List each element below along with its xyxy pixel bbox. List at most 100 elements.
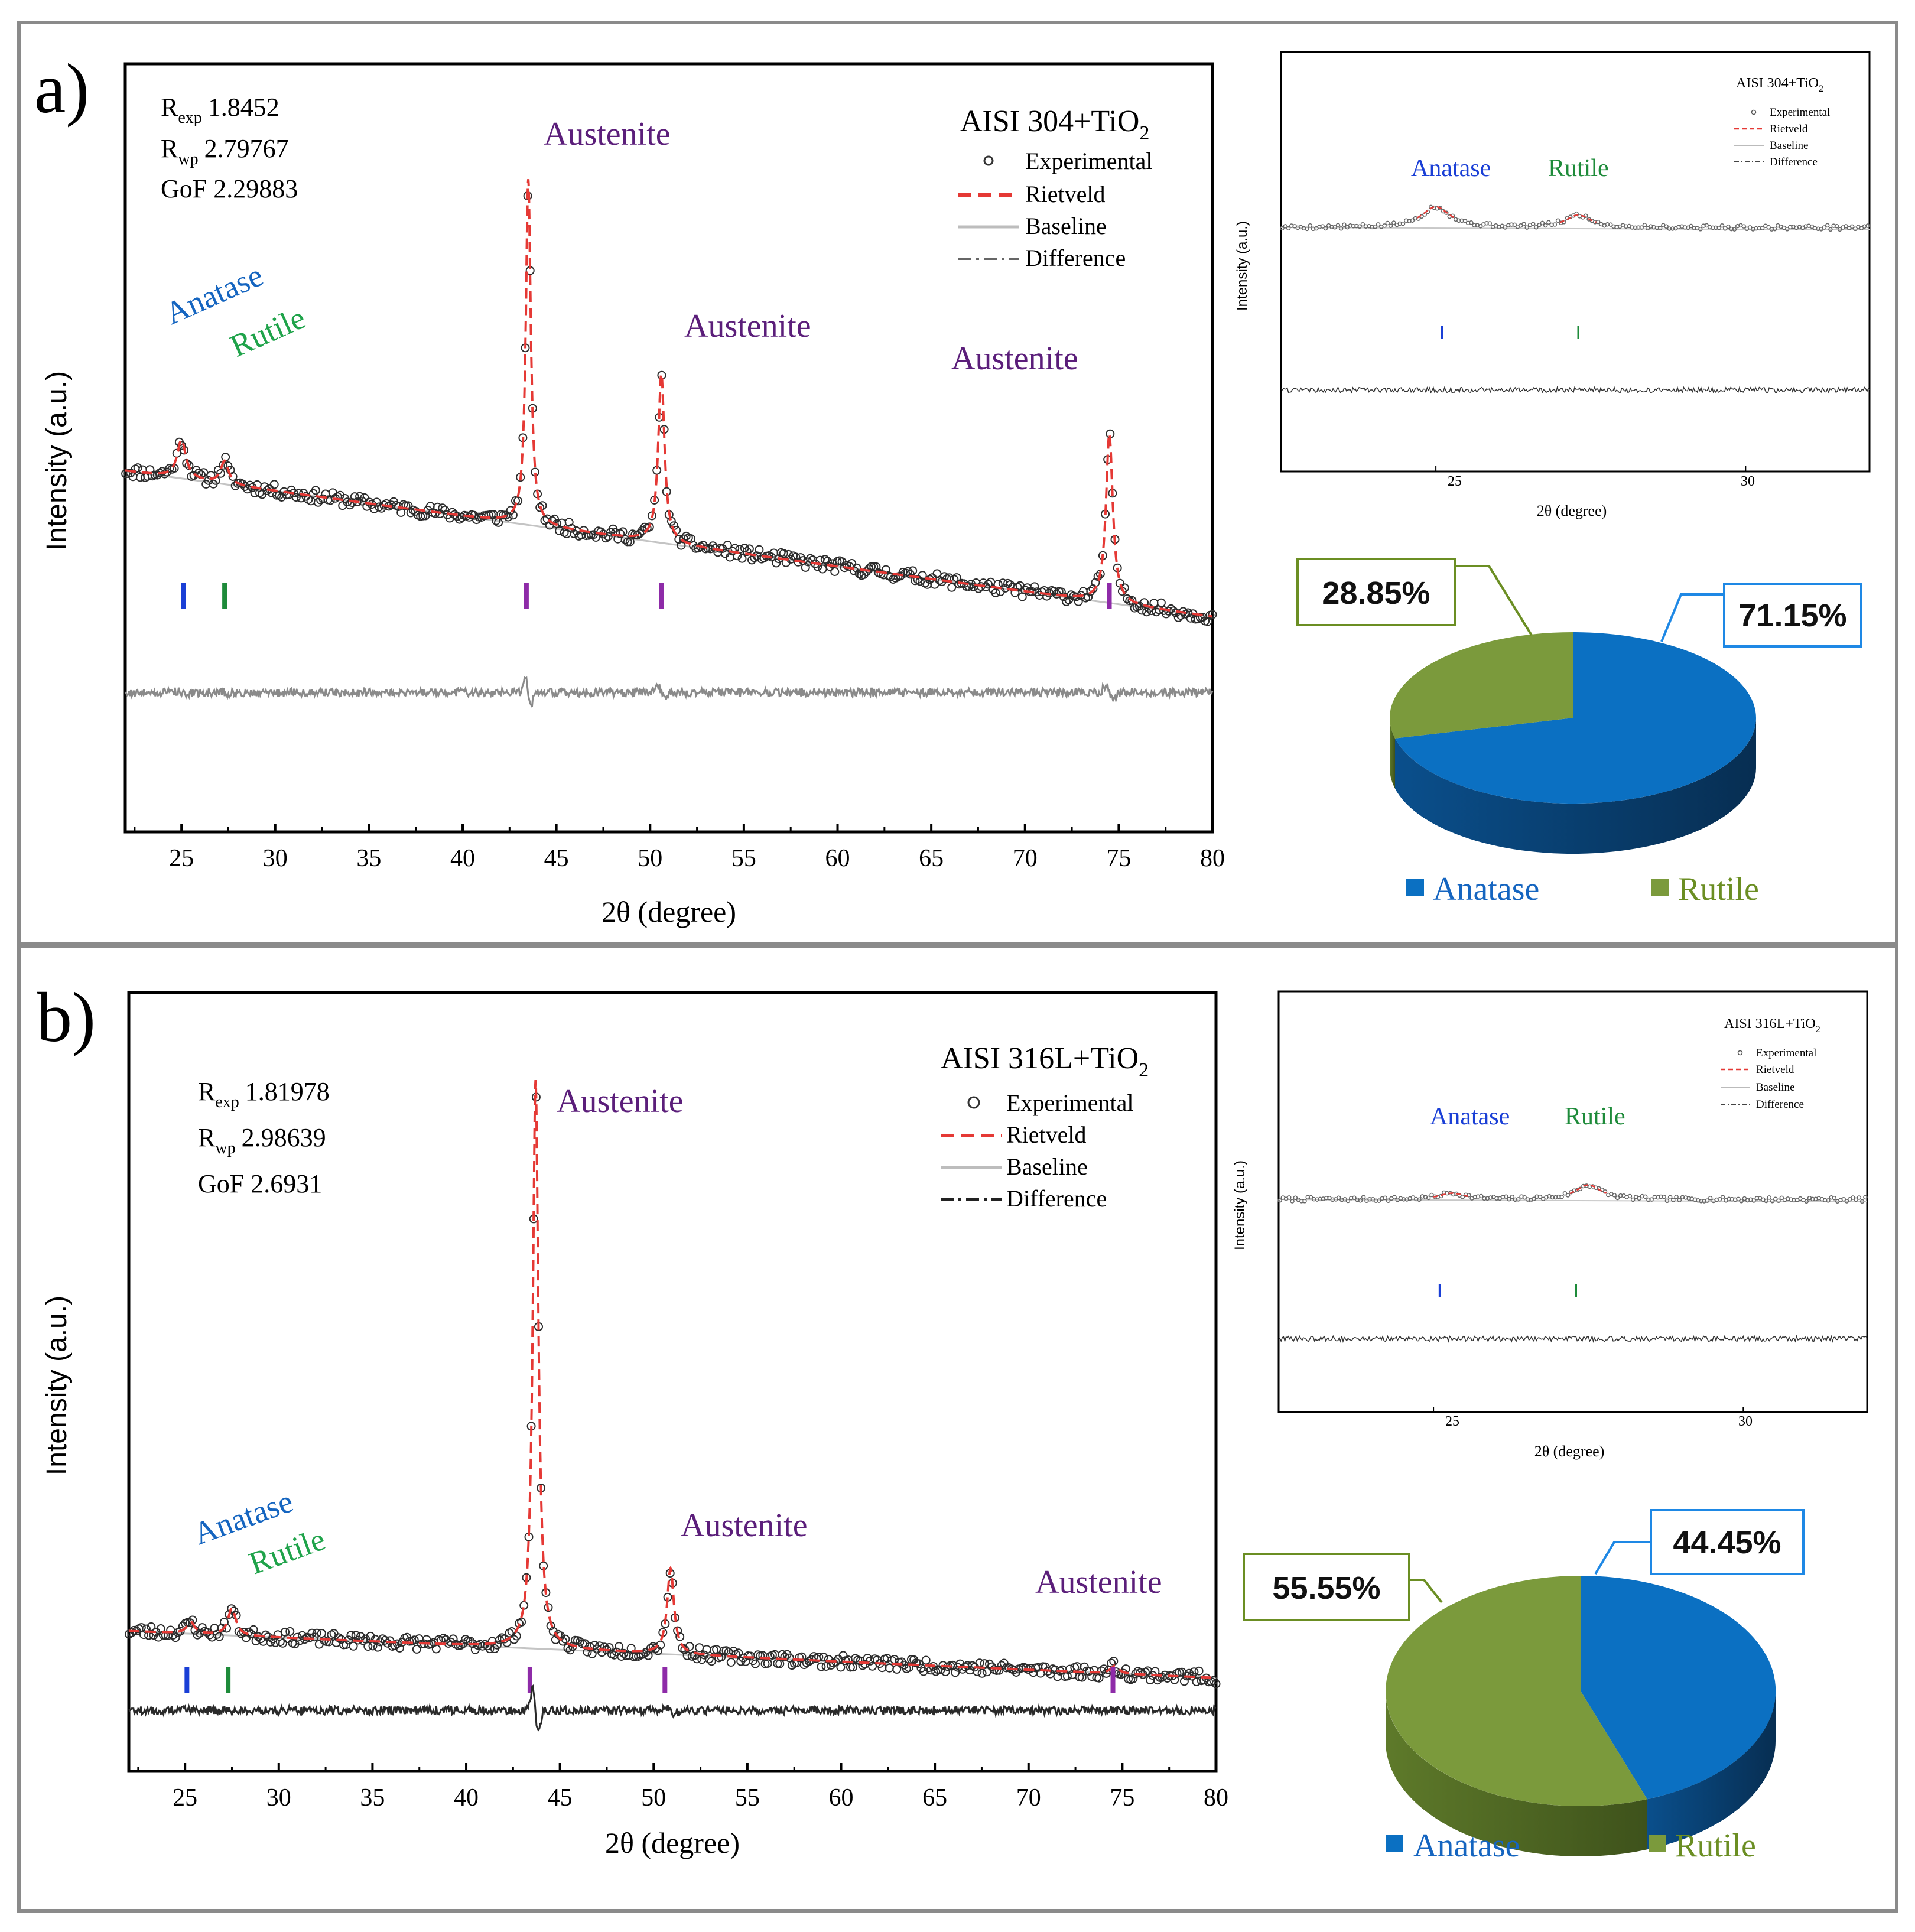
- experimental-point-235: [697, 1655, 707, 1664]
- x-tick-label-80: 80: [1200, 845, 1225, 872]
- experimental-point-51: [249, 1625, 258, 1634]
- inset-point-62: [1472, 223, 1477, 227]
- legend-baseline: Baseline: [1025, 213, 1107, 239]
- legend-rietveld: Rietveld: [1006, 1121, 1087, 1148]
- stat-gof: GoF 2.29883: [161, 174, 298, 203]
- experimental-point-354: [984, 580, 993, 589]
- experimental-point-306: [867, 562, 876, 571]
- legend-experimental: Experimental: [1025, 148, 1152, 174]
- inset-point-74: [1507, 1196, 1511, 1202]
- label-austenite-1: Austenite: [544, 116, 671, 152]
- experimental-point-446: [1208, 610, 1217, 619]
- inset-point-36: [1391, 220, 1396, 225]
- inset-point-159: [1770, 1198, 1775, 1204]
- experimental-point-36: [212, 1629, 222, 1639]
- pie-slices: [1389, 632, 1756, 854]
- experimental-point-86: [334, 1633, 343, 1642]
- x-tick-label-25: 25: [169, 845, 194, 872]
- inset-point-82: [1532, 1196, 1536, 1201]
- inset-point-3: [1287, 1195, 1292, 1200]
- experimental-point-93: [351, 1631, 360, 1640]
- inset-point-164: [1788, 225, 1793, 230]
- inset-chart-b: AISI 316L+TiO2 Experimental Rietveld Bas…: [1232, 990, 1868, 1460]
- inset-point-0: [1277, 1198, 1282, 1203]
- inset-point-109: [1615, 1195, 1620, 1201]
- experimental-point-279: [801, 562, 810, 572]
- callout-anatase: 71.15%: [1738, 598, 1846, 633]
- inset-point-182: [1844, 224, 1848, 229]
- inset-point-86: [1546, 220, 1551, 225]
- inset-point-155: [1760, 226, 1765, 230]
- pie-slice-rutile: [1389, 632, 1573, 739]
- experimental-point-190: [587, 1650, 597, 1658]
- x-axis: 25 30 35 40 45 50 55 60 65 70 75 80: [134, 824, 1225, 872]
- inset-point-0: [1280, 226, 1285, 231]
- inset-point-145: [1727, 1196, 1731, 1202]
- inset-difference: [1280, 385, 1870, 395]
- experimental-point-270: [779, 549, 788, 558]
- experimental-point-207: [625, 537, 635, 547]
- experimental-point-373: [1030, 582, 1039, 591]
- experimental-point-272: [783, 549, 793, 559]
- legend-rietveld: Rietveld: [1025, 181, 1106, 207]
- inset-x-tick-25: 25: [1448, 474, 1462, 489]
- inset-content: [1277, 1183, 1868, 1412]
- inset-frame: [1280, 51, 1871, 473]
- x-tick-label-30: 30: [266, 1784, 291, 1811]
- experimental-point-432: [1173, 613, 1183, 622]
- inset-point-31: [1376, 222, 1381, 227]
- experimental-point-117: [409, 1635, 419, 1645]
- x-tick-label-40: 40: [450, 845, 475, 872]
- experimental-point-396: [1086, 587, 1095, 596]
- experimental-point-66: [285, 1627, 295, 1636]
- inset-point-182: [1841, 1197, 1846, 1202]
- x-axis-label: 2θ (degree): [602, 895, 736, 928]
- inset-point-143: [1722, 226, 1728, 231]
- inset-point-176: [1825, 223, 1830, 228]
- inset-point-139: [1708, 1195, 1713, 1201]
- pie-legend-swatch-anatase: [1406, 879, 1424, 896]
- experimental-point-339: [947, 583, 957, 592]
- legend-symbol-experimental: [967, 1096, 980, 1109]
- inset-point-118: [1645, 226, 1650, 230]
- experimental-point-21: [172, 448, 181, 458]
- inset-baseline: [1278, 1199, 1868, 1202]
- inset-point-142: [1717, 1196, 1722, 1202]
- x-tick-label-70: 70: [1013, 845, 1038, 872]
- inset-point-84: [1537, 1194, 1543, 1199]
- inset-y-axis-label: Intensity (a.u.): [1234, 221, 1250, 311]
- main-chart-b: 25 30 35 40 45 50 55 60 65 70 75 80 Rexp 1.81978 Rwp…: [41, 991, 1228, 1859]
- experimental-point-153: [494, 518, 503, 527]
- inset-point-173: [1816, 226, 1820, 232]
- experimental-point-359: [999, 1658, 1009, 1668]
- inset-point-78: [1521, 222, 1526, 226]
- callout-leader-anatase: [1594, 1541, 1651, 1575]
- experimental-point-178: [555, 526, 564, 535]
- inset-point-23: [1351, 223, 1356, 229]
- x-tick-label-70: 70: [1016, 1784, 1041, 1811]
- experimental-point-92: [349, 1641, 358, 1651]
- inset-point-66: [1482, 1196, 1487, 1201]
- experimental-point-155: [499, 510, 508, 520]
- y-axis-label: Intensity (a.u.): [41, 371, 73, 551]
- inset-point-42: [1410, 218, 1415, 223]
- inset-point-157: [1766, 225, 1771, 230]
- x-tick-label-55: 55: [735, 1784, 760, 1811]
- inset-point-149: [1741, 224, 1746, 229]
- pie-side-rutile: [1390, 718, 1395, 789]
- experimental-point-63: [278, 1638, 287, 1648]
- plot-frame: [123, 62, 1214, 834]
- panel-frame: [17, 21, 1898, 946]
- pie-legend-anatase: Anatase: [1433, 871, 1539, 908]
- inset-point-132: [1689, 223, 1693, 229]
- experimental-point-446: [1211, 1679, 1221, 1689]
- label-austenite-2: Austenite: [681, 1507, 808, 1544]
- callout-leader-rutile: [1409, 1579, 1443, 1604]
- callout-leader-rutile: [1455, 565, 1533, 636]
- pie-side-anatase: [1395, 718, 1756, 854]
- inset-point-61: [1467, 1193, 1471, 1198]
- inset-difference: [1278, 1334, 1868, 1344]
- inset-label-anatase: Anatase: [1430, 1103, 1510, 1130]
- pie-chart-a: 28.85% 71.15% Anatase Rutile: [1296, 558, 1862, 908]
- experimental-point-161: [513, 496, 523, 506]
